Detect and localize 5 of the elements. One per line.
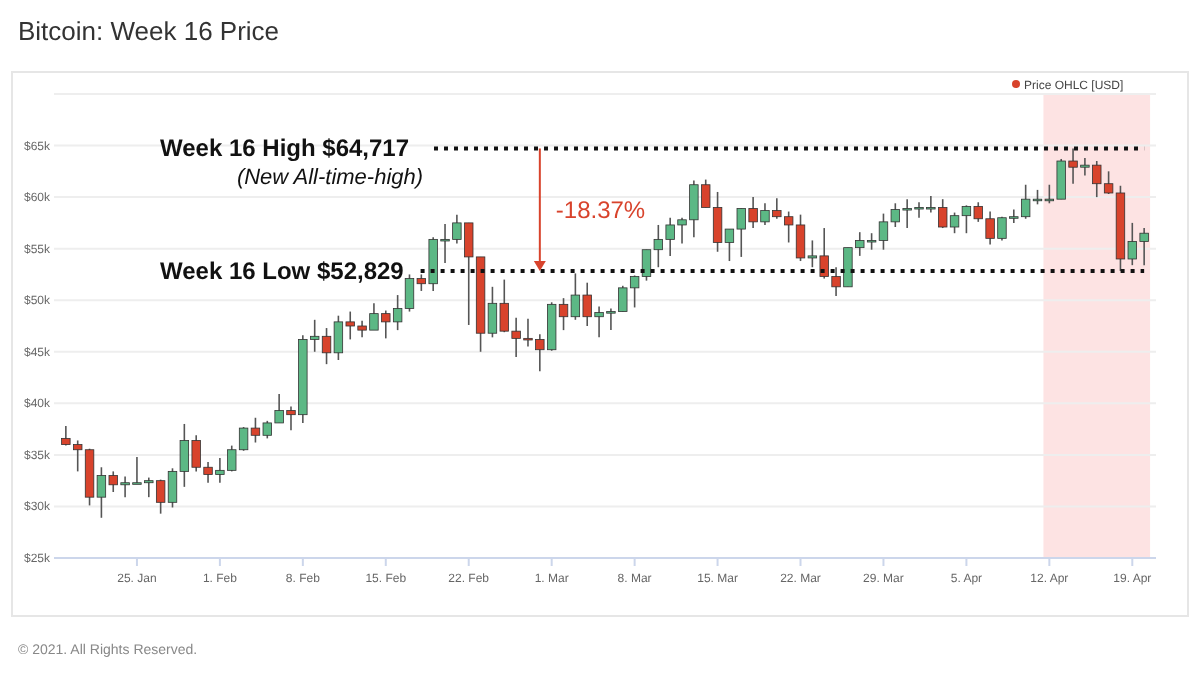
ref-line-label: Week 16 Low $52,829 <box>160 257 405 286</box>
ref-line-label: Week 16 High $64,717 <box>160 134 410 163</box>
chart-title: Bitcoin: Week 16 Price <box>18 16 280 46</box>
annotation: -18.37% <box>555 195 646 224</box>
annotation: (New All-time-high) <box>236 166 424 191</box>
